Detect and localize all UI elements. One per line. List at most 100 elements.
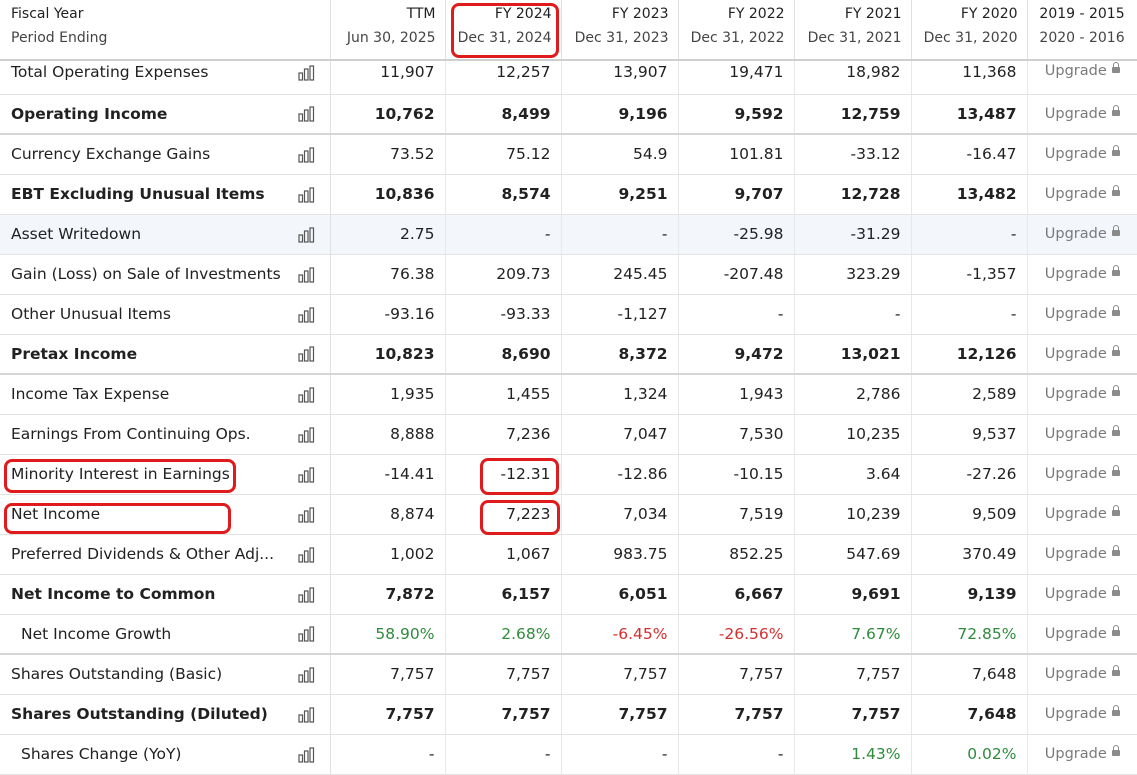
header-period-date: 2020 - 2016 <box>1039 30 1125 46</box>
cell-fy2020: - <box>911 214 1028 254</box>
upgrade-link[interactable]: Upgrade <box>1027 454 1137 494</box>
row-label: Net Income Growth <box>21 624 172 643</box>
cell-fy2023: 983.75 <box>561 534 679 574</box>
bar-chart-icon[interactable] <box>285 454 331 494</box>
upgrade-link[interactable]: Upgrade <box>1027 254 1137 294</box>
cell-ttm: 76.38 <box>330 254 446 294</box>
cell-fy2024: 7,757 <box>445 654 562 694</box>
cell-fy2021: 18,982 <box>794 60 912 94</box>
bar-chart-icon[interactable] <box>285 254 331 294</box>
cell-fy2021: - <box>794 294 912 334</box>
cell-fy2020: 72.85% <box>911 614 1028 654</box>
upgrade-link[interactable]: Upgrade <box>1027 494 1137 534</box>
lock-icon <box>1111 705 1120 716</box>
upgrade-link[interactable]: Upgrade <box>1027 294 1137 334</box>
upgrade-link[interactable]: Upgrade <box>1027 414 1137 454</box>
header-fy2023[interactable]: FY 2023 Dec 31, 2023 <box>561 0 679 61</box>
header-fiscal-year-label: Fiscal Year <box>11 6 84 22</box>
cell-fy2020: 13,482 <box>911 174 1028 214</box>
cell-fy2022: -10.15 <box>678 454 795 494</box>
upgrade-link[interactable]: Upgrade <box>1027 134 1137 174</box>
upgrade-label: Upgrade <box>1044 146 1107 163</box>
header-fy2024[interactable]: FY 2024 Dec 31, 2024 <box>445 0 562 61</box>
upgrade-label: Upgrade <box>1044 105 1107 122</box>
header-fy2020[interactable]: FY 2020 Dec 31, 2020 <box>911 0 1028 61</box>
cell-fy2024: -93.33 <box>445 294 562 334</box>
bar-chart-icon[interactable] <box>285 414 331 454</box>
bar-chart-icon[interactable] <box>285 734 331 774</box>
header-ttm[interactable]: TTM Jun 30, 2025 <box>330 0 446 61</box>
upgrade-label: Upgrade <box>1044 746 1107 762</box>
header-2019-2015[interactable]: 2019 - 2015 2020 - 2016 <box>1027 0 1137 61</box>
header-fy2022[interactable]: FY 2022 Dec 31, 2022 <box>678 0 795 61</box>
bar-chart-icon[interactable] <box>285 214 331 254</box>
upgrade-link[interactable]: Upgrade <box>1027 694 1137 734</box>
bar-chart-icon[interactable] <box>285 334 331 374</box>
cell-ttm: 58.90% <box>330 614 446 654</box>
cell-fy2024: 1,455 <box>445 374 562 414</box>
cell-fy2024: 7,757 <box>445 694 562 734</box>
upgrade-link[interactable]: Upgrade <box>1027 614 1137 654</box>
upgrade-label: Upgrade <box>1044 506 1107 522</box>
bar-chart-icon[interactable] <box>285 614 331 654</box>
row-label: Asset Writedown <box>0 214 285 254</box>
bar-chart-icon[interactable] <box>285 60 331 94</box>
cell-fy2024: - <box>445 214 562 254</box>
cell-ttm: -93.16 <box>330 294 446 334</box>
bar-chart-icon[interactable] <box>285 574 331 614</box>
row-label: Minority Interest in Earnings <box>11 465 230 483</box>
header-period-label: FY 2022 <box>727 6 785 22</box>
cell-fy2023: 8,372 <box>561 334 679 374</box>
cell-fy2020: -1,357 <box>911 254 1028 294</box>
upgrade-link[interactable]: Upgrade <box>1027 374 1137 414</box>
upgrade-label: Upgrade <box>1044 426 1107 442</box>
header-period-date: Dec 31, 2024 <box>457 30 552 46</box>
cell-fy2022: 7,530 <box>678 414 795 454</box>
bar-chart-icon[interactable] <box>285 294 331 334</box>
bar-chart-icon[interactable] <box>285 694 331 734</box>
row-label: Pretax Income <box>11 344 138 363</box>
lock-icon <box>1111 665 1120 677</box>
cell-fy2021: 3.64 <box>794 454 912 494</box>
bar-chart-icon[interactable] <box>285 174 331 214</box>
cell-fy2023: 1,324 <box>561 374 679 414</box>
header-fy2021[interactable]: FY 2021 Dec 31, 2021 <box>794 0 912 61</box>
bar-chart-icon[interactable] <box>285 94 331 134</box>
cell-fy2023: -1,127 <box>561 294 679 334</box>
header-period-label: FY 2024 <box>494 6 552 22</box>
table-row: Shares Change (YoY) - - - -1.43% 0.02% Upgrade <box>0 734 1137 774</box>
bar-chart-icon[interactable] <box>285 494 331 534</box>
cell-fy2023: 54.9 <box>561 134 679 174</box>
header-period-label: FY 2021 <box>844 6 902 22</box>
header-period-date: Dec 31, 2023 <box>574 30 669 46</box>
upgrade-link[interactable]: Upgrade <box>1027 574 1137 614</box>
upgrade-link[interactable]: Upgrade <box>1027 334 1137 374</box>
cell-fy2023: -12.86 <box>561 454 679 494</box>
upgrade-link[interactable]: Upgrade <box>1027 654 1137 694</box>
cell-ttm: 1,002 <box>330 534 446 574</box>
cell-fy2020: -16.47 <box>911 134 1028 174</box>
cell-fy2020: 13,487 <box>911 94 1028 134</box>
lock-icon <box>1111 185 1120 196</box>
lock-icon <box>1111 545 1120 556</box>
cell-fy2022: -25.98 <box>678 214 795 254</box>
upgrade-link[interactable]: Upgrade <box>1027 174 1137 214</box>
table-row: Preferred Dividends & Other Adj... 1,002 1… <box>0 534 1137 574</box>
upgrade-link[interactable]: Upgrade <box>1027 534 1137 574</box>
upgrade-link[interactable]: Upgrade <box>1027 94 1137 134</box>
upgrade-link[interactable]: Upgrade <box>1027 734 1137 774</box>
upgrade-label: Upgrade <box>1044 63 1107 79</box>
cell-fy2022: 7,757 <box>678 694 795 734</box>
bar-chart-icon[interactable] <box>285 534 331 574</box>
bar-chart-icon[interactable] <box>285 654 331 694</box>
upgrade-label: Upgrade <box>1044 466 1107 482</box>
table-row: Total Operating Expenses 11,907 12,257 13,9… <box>0 60 1137 94</box>
bar-chart-icon[interactable] <box>285 374 331 414</box>
cell-ttm: 10,823 <box>330 334 446 374</box>
lock-icon <box>1111 585 1120 596</box>
upgrade-link[interactable]: Upgrade <box>1027 60 1137 94</box>
upgrade-link[interactable]: Upgrade <box>1027 214 1137 254</box>
cell-ttm: -14.41 <box>330 454 446 494</box>
cell-fy2021: -33.12 <box>794 134 912 174</box>
bar-chart-icon[interactable] <box>285 134 331 174</box>
